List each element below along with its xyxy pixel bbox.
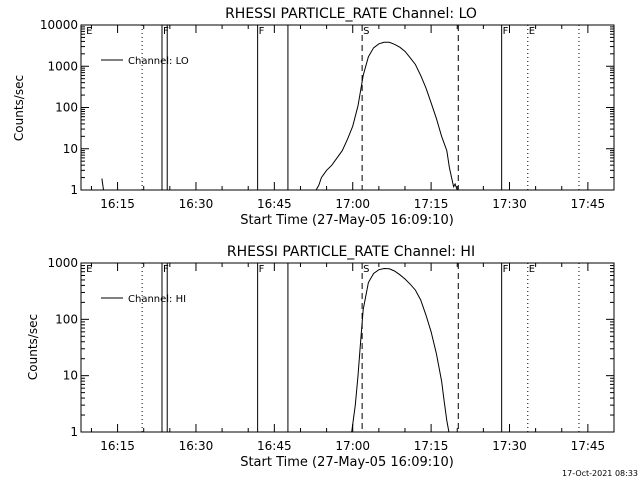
x-tick-label: 17:00 [335, 197, 370, 211]
y-tick-label: 100 [55, 312, 78, 326]
flag-label: E [86, 264, 92, 275]
flag-label: E [529, 26, 535, 37]
flag-label: F [259, 26, 265, 37]
flag-label: F [503, 264, 509, 275]
x-tick-label: 17:00 [335, 439, 370, 453]
legend-label: Channel: HI [128, 294, 186, 305]
x-tick-label: 17:15 [414, 197, 449, 211]
panel-title: RHESSI PARTICLE_RATE Channel: LO [225, 6, 477, 22]
series-line [351, 267, 450, 433]
x-axis-label: Start Time (27-May-05 16:09:10) [240, 455, 454, 470]
flag-label: E [529, 264, 535, 275]
x-tick-label: 17:30 [492, 439, 527, 453]
panel-title: RHESSI PARTICLE_RATE Channel: HI [227, 244, 475, 260]
footer-timestamp: 17-Oct-2021 08:33 [562, 469, 638, 478]
x-tick-label: 16:15 [100, 197, 135, 211]
flag-label: F [503, 26, 509, 37]
x-axis-label: Start Time (27-May-05 16:09:10) [240, 213, 454, 228]
panel-hi: RHESSI PARTICLE_RATE Channel: HI Start T… [26, 244, 615, 470]
legend: Channel: HI [101, 294, 186, 305]
legend-label: Channel: LO [128, 56, 189, 67]
flag-label: S [363, 264, 369, 275]
plot-area: 16:15 16:30 16:45 17:00 17:15 17:30 17:45 1 10 10… [47, 256, 615, 453]
y-tick-label: 10 [63, 142, 78, 156]
flag-label: E [86, 26, 92, 37]
x-tick-label: 16:30 [179, 197, 214, 211]
x-tick-label: 16:30 [179, 439, 214, 453]
x-tick-label: 16:45 [257, 197, 292, 211]
series-line [101, 178, 104, 191]
x-tick-label: 17:45 [571, 197, 606, 211]
series-line [315, 41, 458, 191]
x-tick-label: 16:15 [100, 439, 135, 453]
panel-lo: RHESSI PARTICLE_RATE Channel: LO Start T… [12, 6, 615, 228]
flag-label: F [163, 26, 169, 37]
flag-label: S [363, 26, 369, 37]
y-tick-label: 100 [55, 101, 78, 115]
plot-area: 16:15 16:30 16:45 17:00 17:15 17:30 17:45 1 10 10… [40, 18, 615, 211]
y-tick-label: 1000 [47, 256, 78, 270]
y-axis-label: Counts/sec [26, 314, 40, 380]
y-tick-label: 1 [70, 425, 78, 439]
x-tick-label: 17:30 [492, 197, 527, 211]
legend: Channel: LO [101, 56, 189, 67]
x-tick-label: 17:45 [571, 439, 606, 453]
flag-label: F [163, 264, 169, 275]
plot-frame [80, 24, 615, 191]
y-tick-label: 1000 [47, 59, 78, 73]
y-tick-label: 10000 [40, 18, 78, 32]
x-tick-label: 17:15 [414, 439, 449, 453]
y-tick-label: 1 [70, 183, 78, 197]
x-tick-label: 16:45 [257, 439, 292, 453]
y-axis-label: Counts/sec [12, 75, 26, 141]
y-tick-label: 10 [63, 369, 78, 383]
flag-label: F [259, 264, 265, 275]
plot-frame [80, 262, 615, 433]
